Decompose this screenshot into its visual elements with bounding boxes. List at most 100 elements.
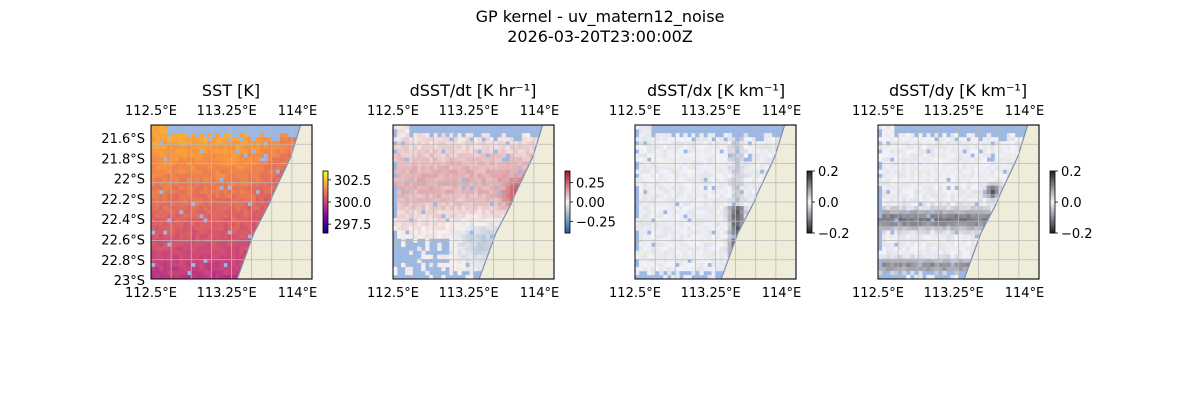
heatmap-cell (215, 181, 220, 187)
heatmap-cell (894, 193, 899, 199)
heatmap-cell (902, 206, 907, 211)
heatmap-cell (982, 214, 987, 219)
heatmap-cell (751, 193, 757, 199)
heatmap-cell (283, 141, 289, 146)
heatmap-cell (639, 210, 644, 215)
heatmap-cell (878, 177, 883, 183)
heatmap-cell (195, 218, 200, 223)
heatmap-cell (946, 206, 951, 211)
heatmap-cell (675, 197, 680, 203)
heatmap-cell (998, 141, 1004, 146)
heatmap-cell (449, 262, 454, 268)
heatmap-cell (962, 242, 967, 247)
heatmap-cell (259, 193, 265, 199)
heatmap-cell (191, 181, 196, 187)
heatmap-cell (171, 165, 176, 170)
heatmap-cell (215, 189, 220, 195)
heatmap-cell (151, 149, 156, 154)
heatmap-cell (647, 189, 652, 195)
heatmap-cell (906, 149, 911, 154)
heatmap-cell (239, 145, 244, 150)
heatmap-cell (469, 258, 474, 264)
heatmap-cell (970, 250, 975, 255)
heatmap-cell (417, 181, 422, 187)
heatmap-cell (958, 242, 963, 247)
heatmap-cell (731, 197, 736, 203)
heatmap-cell (731, 230, 736, 235)
heatmap-cell (175, 274, 180, 280)
heatmap-cell (731, 177, 736, 183)
heatmap-cell (417, 210, 422, 215)
heatmap-cell (910, 169, 915, 174)
heatmap-cell (183, 177, 188, 183)
heatmap-cell (239, 206, 244, 211)
heatmap-cell (942, 169, 947, 174)
heatmap-cell (926, 250, 931, 255)
heatmap-cell (219, 258, 224, 264)
heatmap-cell (878, 169, 883, 174)
heatmap-cell (715, 226, 720, 231)
heatmap-cell (691, 149, 696, 154)
heatmap-cell (413, 145, 418, 150)
heatmap-cell (691, 169, 696, 174)
heatmap-cell (954, 173, 959, 178)
heatmap-cell (687, 197, 692, 203)
heatmap-cell (759, 149, 765, 154)
heatmap-cell (699, 165, 704, 170)
heatmap-cell (707, 141, 712, 146)
heatmap-cell (918, 222, 923, 227)
heatmap-cell (215, 270, 220, 276)
heatmap-cell (223, 206, 228, 211)
heatmap-cell (986, 137, 991, 142)
heatmap-cell (203, 226, 208, 231)
heatmap-cell (469, 266, 474, 272)
heatmap-cell (417, 193, 422, 199)
heatmap-cell (429, 137, 434, 142)
heatmap-cell (914, 193, 919, 199)
heatmap-cell (902, 246, 907, 251)
heatmap-cell (954, 254, 959, 260)
heatmap-cell (219, 230, 224, 235)
heatmap-cell (441, 193, 446, 199)
heatmap-cell (457, 141, 462, 146)
heatmap-cell (179, 218, 184, 223)
heatmap-cell (671, 210, 676, 215)
heatmap-cell (215, 274, 220, 280)
heatmap-cell (183, 137, 188, 142)
heatmap-cell (962, 193, 967, 199)
heatmap-cell (994, 181, 1000, 187)
heatmap-cell (667, 218, 672, 223)
heatmap-cell (651, 258, 656, 264)
heatmap-cell (485, 234, 490, 239)
heatmap-cell (417, 214, 422, 219)
heatmap-cell (493, 214, 498, 219)
heatmap-cell (731, 185, 736, 191)
heatmap-cell (906, 137, 911, 142)
heatmap-cell (171, 262, 176, 268)
heatmap-cell (886, 242, 891, 247)
heatmap-cell (679, 137, 684, 142)
heatmap-cell (882, 250, 887, 255)
heatmap-cell (159, 230, 164, 235)
heatmap-cell (485, 210, 490, 215)
heatmap-cell (473, 262, 478, 268)
heatmap-cell (938, 210, 943, 215)
heatmap-cell (235, 157, 240, 162)
panel-dsst-dx: dSST/dx [K km⁻¹] 112.5°E112.5°E113.25°E1… (609, 81, 850, 301)
heatmap-cell (962, 197, 967, 203)
heatmap-cell (425, 214, 430, 219)
heatmap-cell (477, 214, 482, 219)
heatmap-cell (727, 250, 732, 255)
heatmap-cell (659, 153, 664, 158)
heatmap-cell (934, 202, 939, 207)
heatmap-cell (703, 234, 708, 239)
heatmap-cell (934, 181, 939, 187)
heatmap-cell (914, 226, 919, 231)
heatmap-cell (155, 165, 160, 170)
heatmap-cell (926, 137, 931, 142)
heatmap-cell (898, 137, 903, 142)
heatmap-cell (263, 149, 269, 154)
heatmap-cell (211, 137, 216, 142)
heatmap-cell (715, 157, 720, 162)
heatmap-cell (417, 173, 422, 178)
